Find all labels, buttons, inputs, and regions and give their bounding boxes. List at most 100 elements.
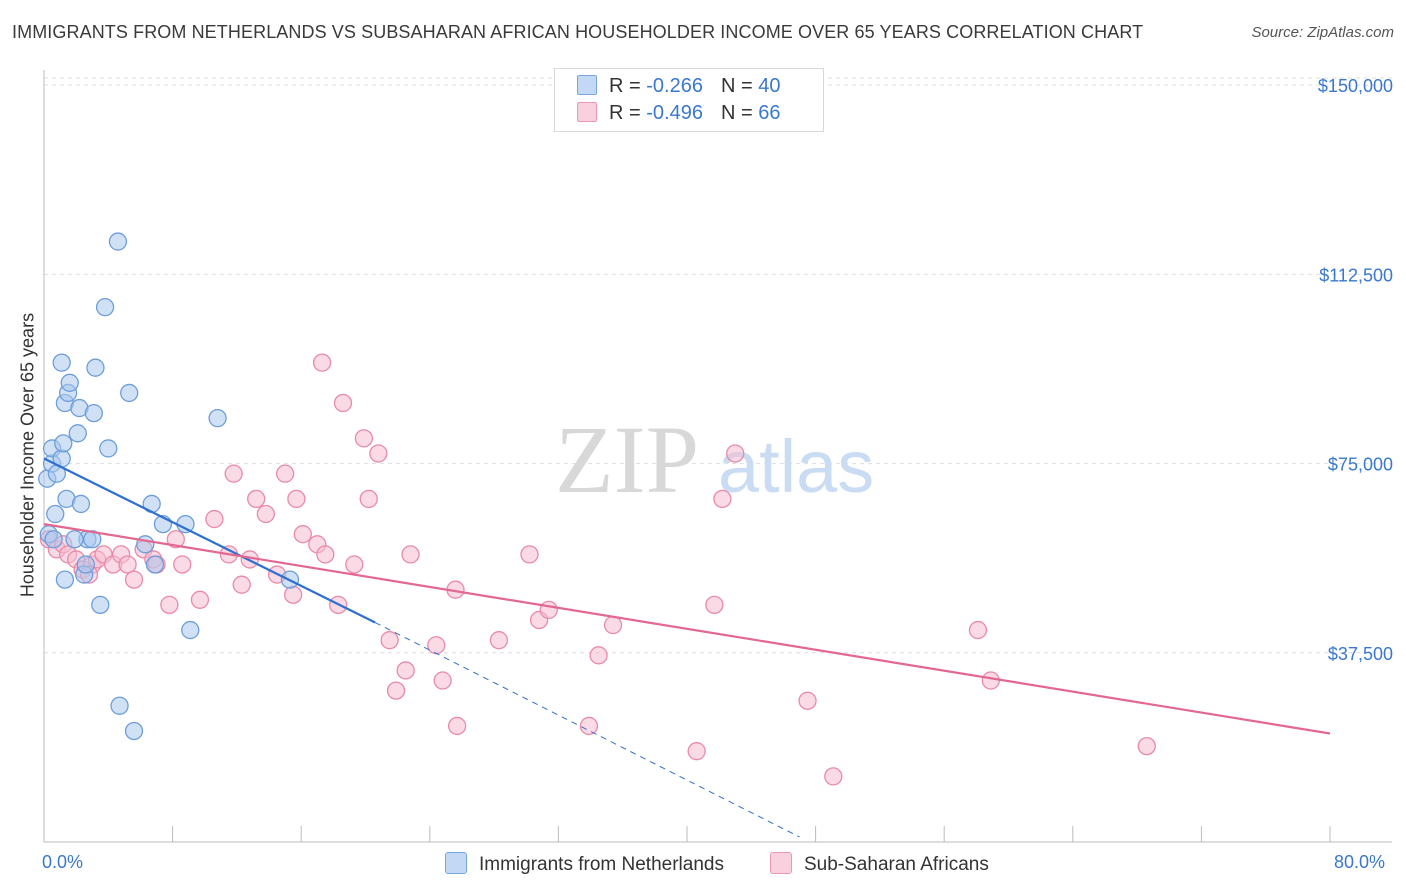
legend-n-label: N = — [720, 102, 759, 124]
legend-n-value: 66 — [758, 102, 781, 124]
watermark-atlas: atlas — [718, 425, 874, 508]
y-tick-label: $150,000 — [1318, 76, 1393, 96]
legend-swatch-netherlands — [577, 75, 597, 95]
zipatlas-watermark: ZIP atlas — [555, 406, 874, 513]
subsaharan-point — [190, 590, 210, 609]
netherlands-point — [60, 373, 79, 392]
sub-saharan-points — [39, 353, 1156, 786]
subsaharan-point — [539, 600, 558, 620]
subsaharan-point — [824, 767, 843, 786]
netherlands-point — [208, 409, 227, 428]
subsaharan-point — [118, 555, 137, 574]
netherlands-point — [83, 530, 102, 549]
netherlands-point — [145, 555, 165, 574]
bottom-legend-swatch-subsaharan — [770, 852, 792, 874]
subsaharan-point — [401, 545, 420, 564]
subsaharan-point — [224, 464, 243, 483]
netherlands-point — [181, 620, 200, 640]
legend-row-subsaharan: R = -0.496 N = 66 — [577, 102, 780, 126]
bottom-legend-swatch-netherlands — [445, 852, 467, 874]
netherlands-trend-extension — [374, 622, 800, 838]
subsaharan-point — [386, 681, 406, 700]
legend-swatch-subsaharan — [577, 102, 597, 122]
netherlands-point — [54, 434, 73, 453]
netherlands-point — [86, 358, 105, 377]
subsaharan-point — [232, 575, 251, 594]
subsaharan-point — [275, 464, 295, 483]
chart-title: IMMIGRANTS FROM NETHERLANDS VS SUBSAHARA… — [12, 22, 1144, 42]
subsaharan-point — [160, 595, 179, 614]
subsaharan-point — [205, 509, 224, 529]
subsaharan-point — [173, 555, 192, 574]
subsaharan-point — [589, 646, 608, 665]
subsaharan-point — [256, 504, 275, 524]
subsaharan-point — [284, 585, 303, 604]
subsaharan-point — [345, 555, 364, 574]
source-label: Source: ZipAtlas.com — [1251, 24, 1394, 41]
netherlands-point — [52, 353, 71, 372]
subsaharan-point — [705, 595, 724, 614]
subsaharan-point — [603, 615, 623, 635]
netherlands-point — [136, 535, 155, 554]
subsaharan-point — [687, 742, 706, 761]
bottom-legend-label-subsaharan: Sub-Saharan Africans — [804, 854, 989, 875]
legend-r-label: R = — [609, 102, 647, 124]
legend-r-label: R = — [609, 75, 647, 97]
subsaharan-point — [247, 489, 266, 509]
watermark-zip: ZIP — [555, 406, 699, 513]
y-axis-label: Householder Income Over 65 years — [17, 312, 38, 598]
subsaharan-point — [354, 429, 374, 448]
netherlands-point — [65, 530, 84, 549]
subsaharan-point — [312, 353, 332, 372]
x-tick-label-max: 80.0% — [1334, 852, 1386, 872]
netherlands-points — [38, 232, 300, 741]
subsaharan-point — [447, 716, 467, 736]
subsaharan-point — [369, 444, 388, 463]
legend-r-value: -0.496 — [646, 102, 703, 124]
subsaharan-point — [287, 489, 306, 509]
bottom-legend-subsaharan: Sub-Saharan Africans — [770, 852, 989, 876]
netherlands-point — [108, 232, 128, 251]
subsaharan-point — [489, 631, 509, 650]
netherlands-point — [46, 504, 65, 524]
netherlands-point — [124, 721, 144, 741]
trend-lines — [43, 457, 1331, 838]
legend-row-netherlands: R = -0.266 N = 40 — [577, 75, 780, 99]
subsaharan-point — [1137, 736, 1156, 756]
correlation-legend: R = -0.266 N = 40 R = -0.496 N = 66 — [554, 68, 824, 132]
legend-n-value: 40 — [758, 75, 781, 97]
bottom-legend-netherlands: Immigrants from Netherlands — [445, 852, 724, 876]
subsaharan-point — [433, 671, 452, 690]
subsaharan-point — [726, 444, 745, 463]
subsaharan-point — [166, 530, 185, 549]
legend-r-value: -0.266 — [646, 75, 703, 97]
subsaharan-point — [380, 631, 399, 650]
netherlands-point — [68, 424, 87, 443]
subsaharan-point — [293, 525, 312, 544]
y-tick-label: $75,000 — [1328, 455, 1393, 475]
subsaharan-point — [520, 545, 539, 564]
netherlands-point — [176, 514, 195, 534]
y-tick-labels: $37,500 $75,000 $112,500 $150,000 — [1318, 76, 1393, 664]
subsaharan-point — [316, 545, 335, 564]
netherlands-point — [95, 298, 115, 317]
subsaharan-point — [359, 489, 378, 509]
axes — [43, 70, 1392, 843]
subsaharan-point — [798, 691, 817, 710]
subsaharan-point — [396, 661, 415, 680]
x-tick-label-min: 0.0% — [42, 852, 84, 872]
netherlands-point — [84, 403, 103, 423]
y-tick-label: $37,500 — [1328, 644, 1393, 664]
subsaharan-point — [713, 489, 732, 509]
subsaharan-trend-line — [43, 523, 1331, 735]
netherlands-point — [76, 555, 95, 574]
y-tick-label: $112,500 — [1319, 265, 1393, 285]
netherlands-point — [91, 595, 110, 614]
netherlands-trend-line — [43, 457, 376, 624]
subsaharan-point — [124, 570, 144, 589]
netherlands-point — [120, 383, 139, 403]
subsaharan-point — [579, 716, 599, 736]
subsaharan-point — [981, 671, 1000, 690]
legend-n-label: N = — [720, 75, 759, 97]
